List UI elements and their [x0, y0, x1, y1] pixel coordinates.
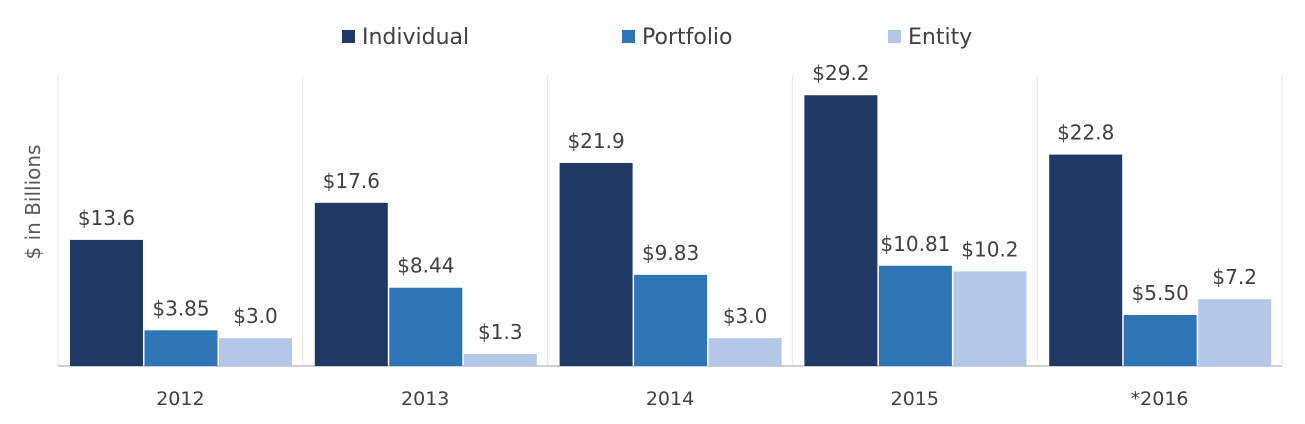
value-label-individual-2016: $22.8 — [1057, 121, 1114, 145]
bar-portfolio-2013 — [389, 287, 463, 366]
value-label-portfolio-2016: $5.50 — [1132, 281, 1189, 305]
bar-entity-2012 — [219, 338, 292, 366]
value-label-entity-2014: $3.0 — [723, 304, 768, 328]
legend: Individual Portfolio Entity — [342, 25, 972, 50]
x-tick-label-2012: 2012 — [156, 388, 204, 410]
bar-portfolio-2015 — [878, 265, 952, 366]
value-label-individual-2014: $21.9 — [567, 129, 624, 153]
legend-label-individual: Individual — [362, 25, 469, 50]
bar-portfolio-2014 — [634, 274, 708, 366]
value-labels: $13.6 $3.85 $3.0 $17.6 $8.44 $1.3 $21.9 $9.83 $3… — [78, 61, 1257, 344]
bar-entity-2013 — [463, 353, 537, 366]
category-separators — [57, 75, 1283, 366]
x-tick-labels: 2012 2013 2014 2015 *2016 — [156, 388, 1188, 410]
bars — [70, 95, 1272, 367]
value-label-portfolio-2013: $8.44 — [397, 254, 454, 278]
bar-portfolio-2016 — [1123, 315, 1197, 366]
bar-individual-2014 — [559, 162, 633, 366]
value-label-individual-2013: $17.6 — [323, 169, 380, 193]
legend-label-entity: Entity — [908, 25, 972, 50]
value-label-entity-2012: $3.0 — [233, 304, 278, 328]
x-tick-label-2013: 2013 — [401, 388, 449, 410]
bar-entity-2015 — [953, 271, 1027, 366]
value-label-entity-2016: $7.2 — [1212, 265, 1257, 289]
bar-individual-2013 — [314, 202, 388, 366]
value-label-portfolio-2012: $3.85 — [152, 296, 209, 320]
x-tick-label-2014: 2014 — [646, 388, 694, 410]
value-label-portfolio-2015: $10.81 — [880, 232, 950, 256]
x-tick-label-2016: *2016 — [1131, 388, 1189, 410]
bar-entity-2014 — [708, 338, 782, 366]
value-label-entity-2015: $10.2 — [961, 237, 1018, 261]
legend-swatch-portfolio — [622, 30, 635, 43]
bar-individual-2015 — [804, 95, 878, 367]
legend-swatch-entity — [888, 30, 901, 43]
bar-individual-2012 — [70, 239, 143, 366]
value-label-individual-2012: $13.6 — [78, 206, 135, 230]
value-label-individual-2015: $29.2 — [812, 61, 869, 85]
legend-swatch-individual — [342, 30, 355, 43]
y-axis-title: $ in Billions — [21, 145, 45, 260]
value-label-entity-2013: $1.3 — [478, 320, 523, 344]
bar-individual-2016 — [1049, 154, 1123, 366]
bar-entity-2016 — [1198, 299, 1272, 366]
x-tick-label-2015: 2015 — [891, 388, 939, 410]
bar-portfolio-2012 — [144, 330, 218, 366]
value-label-portfolio-2014: $9.83 — [642, 241, 699, 265]
legend-label-portfolio: Portfolio — [642, 25, 733, 50]
